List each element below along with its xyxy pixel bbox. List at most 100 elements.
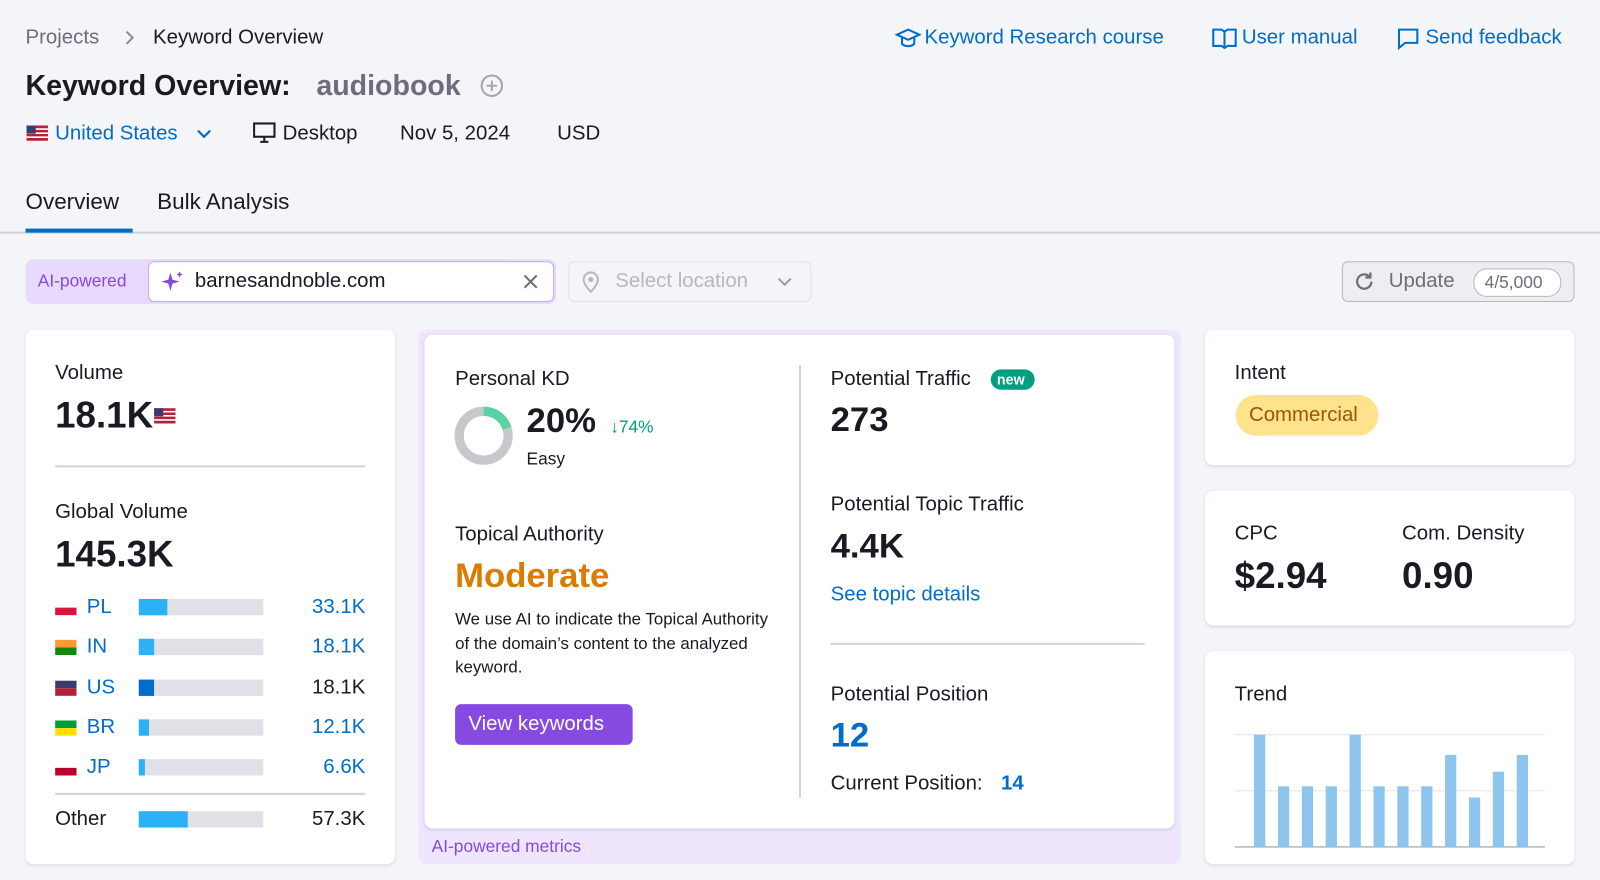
country-flag <box>55 640 77 656</box>
location-icon <box>582 271 599 294</box>
device[interactable]: Desktop <box>282 121 358 145</box>
volume-bar <box>138 811 188 828</box>
ptt-label: Potential Topic Traffic <box>830 493 1024 516</box>
add-keyword-button[interactable] <box>480 73 504 97</box>
topic-link[interactable]: See topic details <box>830 583 981 606</box>
trend-bar <box>1397 786 1409 847</box>
tab-divider <box>0 231 1600 234</box>
country-code: JP <box>86 755 111 779</box>
trend-bar <box>1254 734 1266 847</box>
trend-bar <box>1421 786 1433 847</box>
density-label: Com. Density <box>1402 521 1525 545</box>
ai-badge: AI-powered <box>37 271 127 291</box>
country-volume[interactable]: 33.1K <box>311 595 366 618</box>
divider <box>55 465 366 468</box>
clear-button[interactable] <box>522 273 538 289</box>
update-label: Update <box>1388 269 1455 293</box>
dropdown-icon <box>197 129 211 139</box>
country-flag <box>55 599 77 616</box>
ai-footer: AI-powered metrics <box>431 836 582 857</box>
trend-bar <box>1373 786 1385 847</box>
country-select[interactable]: United States <box>55 121 178 145</box>
tab-underline <box>25 228 133 233</box>
new-badge-label: new <box>996 371 1025 388</box>
trend-bar <box>1277 786 1290 847</box>
feedback-link[interactable]: Send feedback <box>1425 26 1562 49</box>
country-volume: 57.3K <box>311 807 366 831</box>
ta-value: Moderate <box>455 556 610 596</box>
pp-value: 12 <box>830 715 870 755</box>
breadcrumb-link[interactable]: Projects <box>25 26 100 49</box>
bar-track <box>138 719 264 736</box>
breadcrumb-current: Keyword Overview <box>153 26 324 49</box>
date[interactable]: Nov 5, 2024 <box>399 121 511 145</box>
trend-bar <box>1325 786 1337 847</box>
volume-bar <box>138 719 150 736</box>
bar-track <box>138 598 264 616</box>
us-flag <box>154 408 176 424</box>
volume-bar <box>138 639 155 656</box>
breadcrumb-separator <box>125 30 135 45</box>
intent-pill <box>1235 394 1379 436</box>
flag-part <box>55 768 77 776</box>
us-flag <box>26 125 48 141</box>
view-keywords-button[interactable] <box>455 704 633 745</box>
ta-description: We use AI to indicate the Topical Author… <box>455 610 769 677</box>
trend-card <box>1205 651 1575 865</box>
device-icon <box>253 122 276 143</box>
bar-track <box>138 639 264 656</box>
tab[interactable]: Bulk Analysis <box>157 188 290 215</box>
refresh-icon <box>1356 272 1373 290</box>
course-link[interactable]: Keyword Research course <box>924 26 1164 49</box>
divider <box>798 365 802 798</box>
volume-bar <box>138 679 155 696</box>
donut-track <box>454 406 513 465</box>
location-placeholder: Select location <box>615 269 749 293</box>
trend-label: Trend <box>1234 683 1288 706</box>
ta-label: Topical Authority <box>455 522 604 546</box>
pp-label: Potential Position <box>830 683 989 706</box>
country-flag <box>55 680 77 696</box>
bar-track <box>138 759 264 776</box>
flag-part <box>55 599 77 608</box>
trend-bar <box>1492 771 1505 847</box>
density-value: 0.90 <box>1402 554 1474 596</box>
ptt-value: 4.4K <box>830 527 904 566</box>
current-position-label: Current Position: <box>830 771 983 795</box>
flag-part <box>55 760 77 769</box>
pt-label: Potential Traffic <box>830 367 971 391</box>
location-select[interactable] <box>568 261 812 303</box>
country-volume[interactable]: 18.1K <box>311 635 366 658</box>
domain-value: barnesandnoble.com <box>194 269 386 293</box>
kd-difficulty: Easy <box>526 448 566 469</box>
country-code: US <box>86 675 116 699</box>
manual-link[interactable]: User manual <box>1241 26 1358 49</box>
course-icon <box>894 28 922 48</box>
quota-pill <box>1473 268 1562 297</box>
kd-value: 20% <box>526 401 596 441</box>
domain-input[interactable] <box>147 261 555 303</box>
trend-bar <box>1516 754 1528 847</box>
manual-icon <box>1212 28 1237 49</box>
country-volume: 18.1K <box>311 675 366 699</box>
trend-chart <box>1234 734 1545 848</box>
quota: 4/5,000 <box>1484 272 1543 292</box>
flag-part <box>55 720 77 728</box>
currency[interactable]: USD <box>557 121 601 145</box>
cpc-card <box>1205 490 1575 626</box>
tab-active[interactable]: Overview <box>25 188 120 215</box>
flag-part <box>55 680 77 688</box>
divider <box>55 792 366 795</box>
cpc-label: CPC <box>1234 521 1278 545</box>
country-volume[interactable]: 6.6K <box>323 755 366 779</box>
country-code: PL <box>86 595 112 618</box>
flag-part <box>55 687 77 696</box>
trend-bar <box>1349 734 1361 847</box>
feedback-icon <box>1397 28 1419 51</box>
volume-value: 18.1K <box>55 393 154 436</box>
country-flag <box>55 760 77 776</box>
page-title: Keyword Overview: <box>25 69 291 102</box>
flag-part <box>55 607 77 616</box>
country-volume[interactable]: 12.1K <box>311 715 366 739</box>
country-flag <box>55 720 77 736</box>
